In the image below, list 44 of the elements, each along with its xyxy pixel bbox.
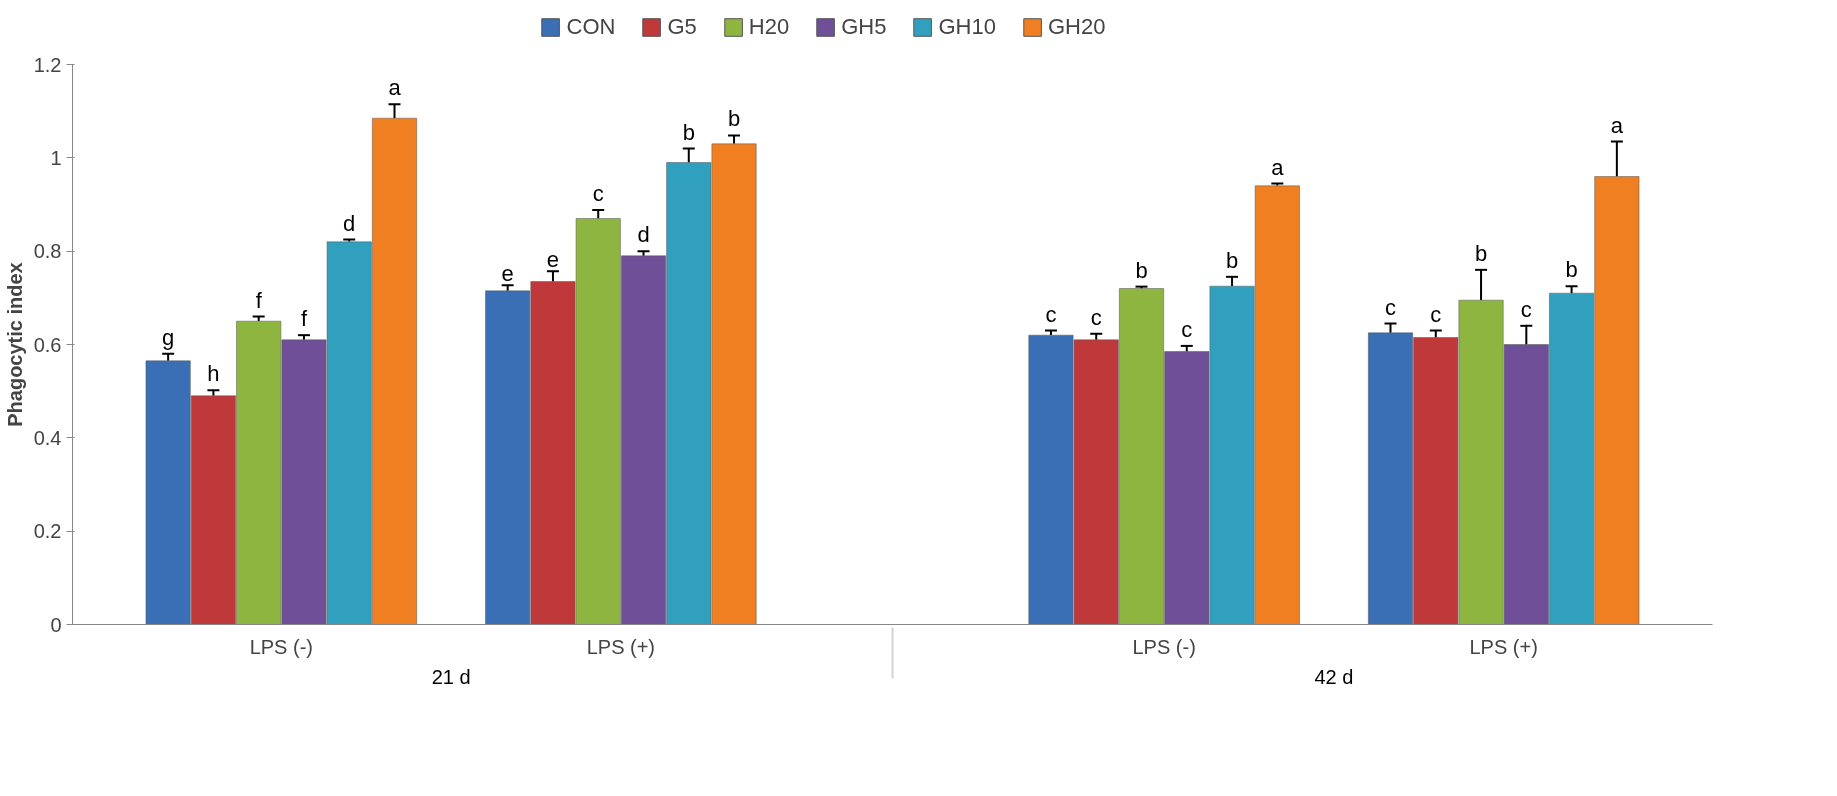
legend-label: H20 (748, 14, 790, 40)
data-label: b (682, 119, 695, 145)
y-tick-label: 0.8 (33, 240, 62, 263)
data-label: b (1135, 257, 1148, 283)
x-tick-label: LPS (+) (1469, 635, 1538, 658)
data-label: a (388, 75, 402, 101)
data-label: c (592, 181, 604, 207)
data-label: d (637, 222, 650, 248)
x-tick-label: LPS (+) (586, 635, 656, 658)
text: 21 d (431, 665, 471, 688)
legend-label: CON (566, 14, 616, 40)
y-tick-label: 1.2 (33, 53, 62, 76)
data-label: d (343, 210, 356, 236)
legend-label: GH20 (1047, 14, 1106, 40)
data-label: e (501, 261, 514, 287)
data-label: b (1474, 240, 1488, 266)
data-label: h (207, 361, 220, 387)
data-label: b (1225, 247, 1239, 273)
data-label: f (300, 306, 308, 332)
data-label: c (1090, 304, 1102, 330)
data-label: c (1520, 296, 1532, 322)
y-tick-label: 1 (50, 146, 62, 169)
legend-label: G5 (667, 14, 697, 40)
y-tick-label: 0.4 (33, 426, 62, 449)
y-tick-label: 0.2 (33, 520, 62, 543)
x-tick-label: LPS (-) (249, 635, 313, 658)
x-tick-label: LPS (-) (1132, 635, 1196, 658)
data-label: b (1565, 257, 1578, 283)
data-label: c (1045, 301, 1057, 327)
data-label: g (162, 324, 175, 350)
y-tick-label: 0.6 (33, 333, 62, 356)
data-label: b (727, 106, 741, 132)
data-label: a (1610, 112, 1624, 138)
y-axis-title: Phagocytic index (3, 262, 26, 427)
y-tick-label: 0 (50, 613, 62, 636)
legend-label: GH5 (841, 14, 887, 40)
text: 42 d (1314, 665, 1354, 688)
data-label: c (1430, 301, 1442, 327)
data-label: c (1385, 294, 1396, 320)
data-label: f (255, 287, 263, 313)
data-label: a (1271, 154, 1285, 180)
data-label: e (546, 247, 560, 273)
data-label: c (1181, 316, 1193, 342)
legend-label: GH10 (938, 14, 996, 40)
